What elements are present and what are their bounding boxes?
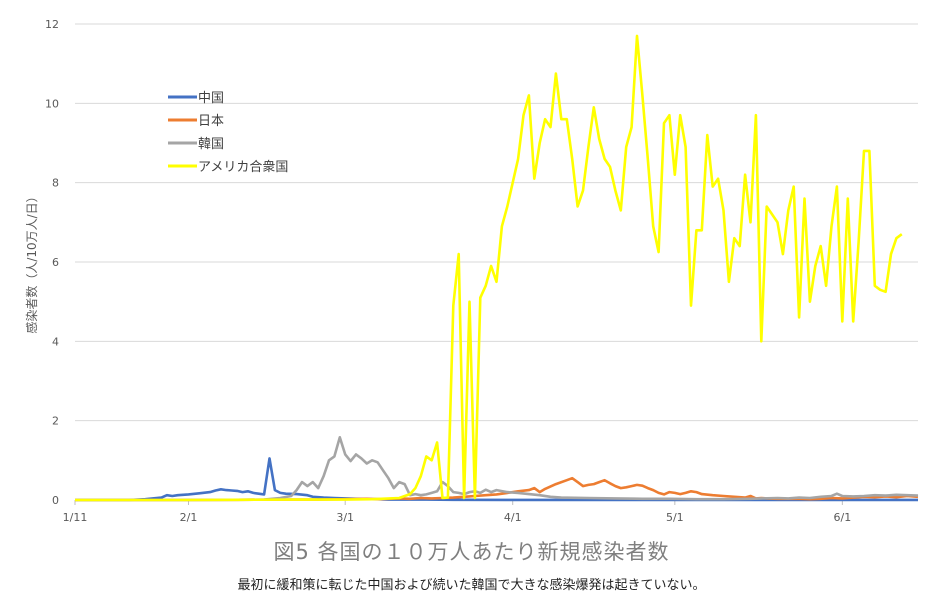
y-tick-label: 2	[52, 415, 59, 428]
series-line	[75, 436, 919, 502]
chart-caption: 最初に緩和策に転じた中国および続いた韓国で大きな感染爆発は起きていない。	[237, 578, 706, 593]
y-axis-label: 感染者数（人/10万人/日）	[24, 190, 39, 333]
x-axis-ticks: 1/11 2/1 3/1 4/1 5/1 6/1	[63, 500, 851, 524]
x-tick-label: 2/1	[180, 511, 198, 524]
series-line	[75, 34, 903, 502]
x-tick-label: 6/1	[833, 511, 851, 524]
legend-label: 日本	[198, 114, 224, 129]
y-tick-label: 0	[52, 494, 59, 507]
gridlines	[75, 23, 918, 422]
x-tick-label: 1/11	[63, 511, 88, 524]
chart-title: 図5 各国の１０万人あたり新規感染者数	[273, 540, 670, 564]
y-tick-label: 10	[45, 97, 59, 110]
series-lines	[75, 34, 919, 502]
y-axis-ticks: 0 2 4 6 8 10 12	[45, 18, 59, 507]
legend-label: 韓国	[198, 137, 224, 152]
y-tick-label: 6	[52, 256, 59, 269]
legend-label: 中国	[198, 91, 224, 106]
series-line	[75, 457, 918, 502]
y-tick-label: 4	[52, 335, 59, 348]
x-tick-label: 3/1	[336, 511, 354, 524]
legend-label: アメリカ合衆国	[198, 159, 288, 175]
y-tick-label: 8	[52, 177, 59, 190]
x-tick-label: 5/1	[666, 511, 684, 524]
y-tick-label: 12	[45, 18, 59, 31]
x-tick-label: 4/1	[504, 511, 522, 524]
line-chart: 0 2 4 6 8 10 12 1/11 2/1 3/1 4/1 5/1 6/1 中国日本韓国アメリカ…	[24, 18, 919, 524]
